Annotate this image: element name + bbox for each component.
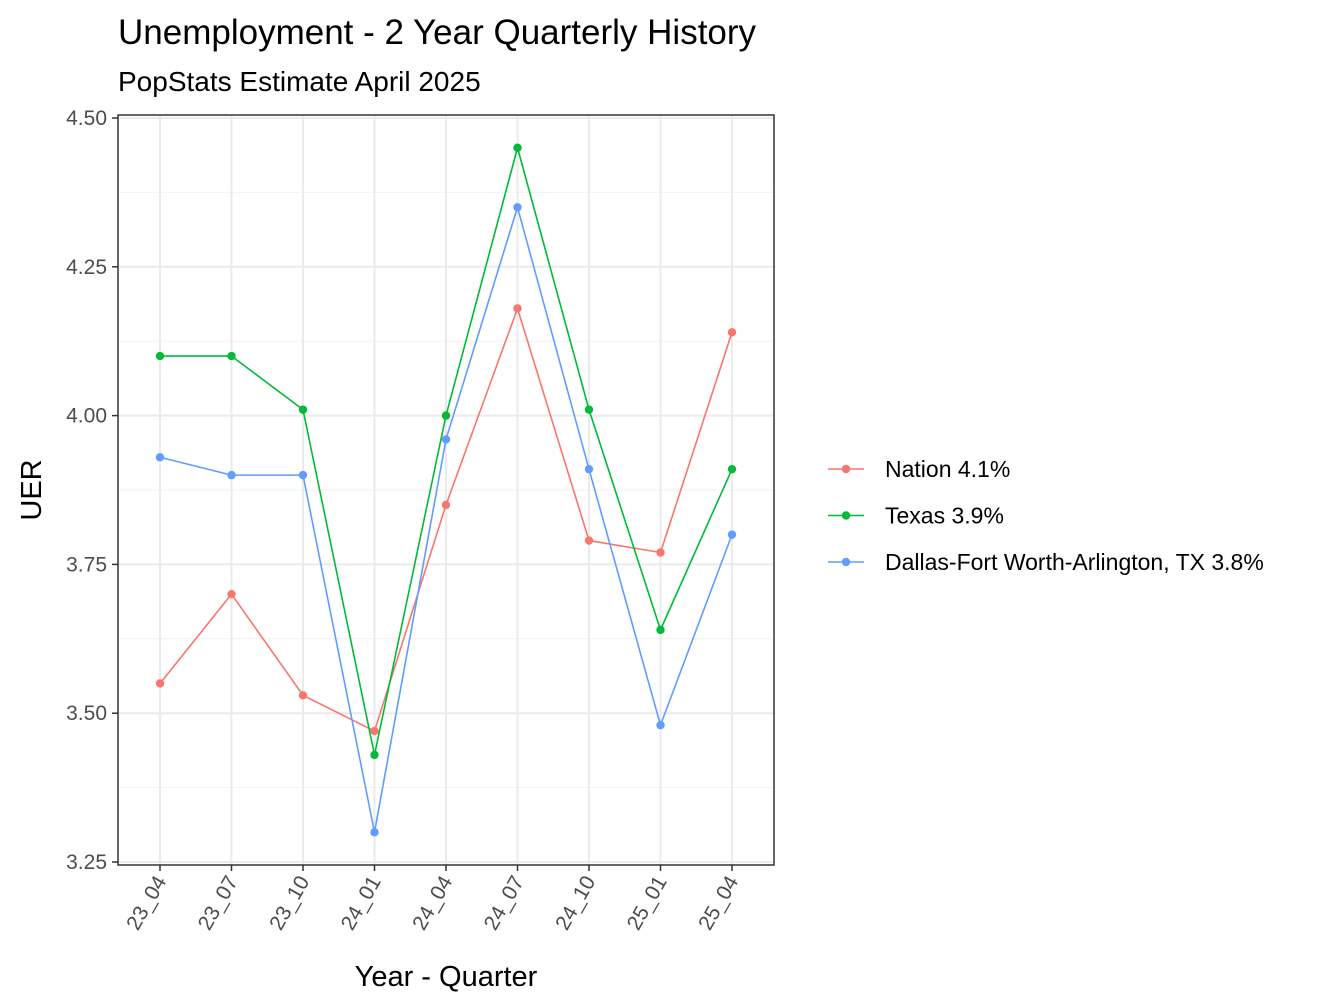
data-point bbox=[656, 548, 665, 557]
data-point bbox=[370, 828, 379, 837]
data-point bbox=[298, 470, 308, 480]
data-point bbox=[584, 536, 594, 545]
x-tick-label: 25_04 bbox=[694, 872, 743, 934]
data-point bbox=[155, 453, 165, 462]
data-point bbox=[298, 691, 308, 700]
legend-key-point bbox=[841, 511, 851, 520]
legend-key-point bbox=[841, 464, 851, 474]
data-point bbox=[227, 589, 236, 599]
data-point bbox=[227, 351, 236, 361]
x-tick-label: 24_01 bbox=[337, 872, 386, 934]
data-point bbox=[727, 530, 737, 539]
data-point bbox=[584, 405, 594, 414]
x-tick-label: 24_04 bbox=[408, 872, 457, 934]
data-point bbox=[155, 679, 165, 688]
data-point bbox=[513, 304, 522, 313]
data-point bbox=[370, 750, 379, 760]
data-point bbox=[441, 500, 451, 510]
legend-key-point bbox=[841, 557, 851, 567]
y-axis: 3.25 3.50 3.75 4.00 4.25 4.50 bbox=[66, 107, 118, 874]
series-layer bbox=[155, 143, 737, 837]
x-tick-label: 25_01 bbox=[623, 872, 672, 934]
legend-item: Texas 3.9% bbox=[828, 503, 1004, 529]
legend-label: Texas 3.9% bbox=[885, 503, 1004, 529]
legend-label: Nation 4.1% bbox=[885, 456, 1010, 482]
x-axis: 23_04 23_07 23_10 24_01 24_04 24_07 24_10 25_01… bbox=[122, 865, 743, 934]
legend: Nation 4.1% Texas 3.9% Dallas-Fort Worth-A… bbox=[828, 456, 1264, 575]
data-point bbox=[727, 464, 737, 474]
legend-item: Dallas-Fort Worth-Arlington, TX 3.8% bbox=[828, 549, 1264, 575]
x-tick-label: 23_07 bbox=[194, 872, 243, 934]
y-tick-label: 4.25 bbox=[66, 256, 107, 279]
x-tick-label: 24_07 bbox=[480, 872, 529, 934]
y-tick-label: 3.25 bbox=[66, 851, 107, 874]
x-tick-label: 24_10 bbox=[551, 872, 600, 934]
chart-subtitle: PopStats Estimate April 2025 bbox=[118, 66, 481, 97]
data-point bbox=[155, 351, 165, 361]
y-tick-label: 3.50 bbox=[66, 702, 107, 725]
data-point bbox=[584, 464, 594, 474]
series-3 bbox=[155, 203, 737, 837]
data-point bbox=[656, 625, 665, 635]
legend-item: Nation 4.1% bbox=[828, 456, 1010, 482]
data-point bbox=[513, 203, 522, 212]
data-point bbox=[370, 726, 379, 736]
y-tick-label: 3.75 bbox=[66, 553, 107, 576]
legend-label: Dallas-Fort Worth-Arlington, TX 3.8% bbox=[885, 549, 1264, 575]
data-point bbox=[656, 720, 665, 730]
series-2 bbox=[155, 143, 737, 760]
data-point bbox=[727, 328, 737, 337]
data-point bbox=[227, 470, 236, 480]
data-point bbox=[441, 435, 451, 444]
chart-title: Unemployment - 2 Year Quarterly History bbox=[118, 13, 757, 52]
data-point bbox=[441, 411, 451, 420]
data-point bbox=[298, 405, 308, 414]
y-axis-title: UER bbox=[16, 459, 48, 520]
data-point bbox=[513, 143, 522, 152]
series-1 bbox=[155, 304, 737, 736]
y-tick-label: 4.50 bbox=[66, 107, 107, 130]
y-tick-label: 4.00 bbox=[66, 405, 107, 428]
x-tick-label: 23_04 bbox=[122, 872, 171, 934]
x-tick-label: 23_10 bbox=[265, 872, 314, 934]
x-axis-title: Year - Quarter bbox=[355, 961, 538, 993]
grid-lines bbox=[118, 115, 774, 865]
